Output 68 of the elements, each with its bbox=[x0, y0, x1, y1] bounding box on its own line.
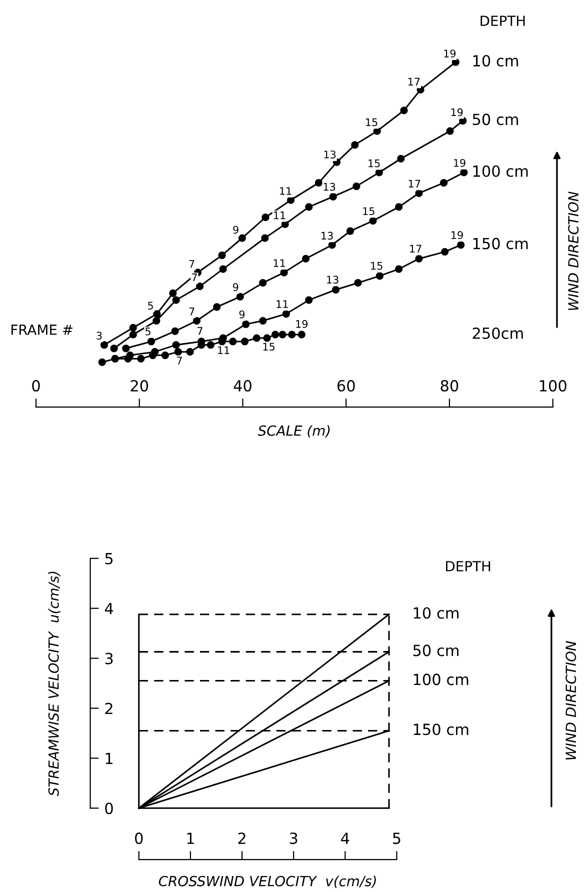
x-tick-label: 60 bbox=[337, 380, 355, 392]
text: WIND DIRECTION bbox=[568, 192, 579, 310]
annotation: 9 bbox=[233, 226, 238, 234]
annotation: 7 bbox=[189, 260, 194, 268]
y-tick-label: 5 bbox=[105, 553, 113, 564]
annotation: 13 bbox=[322, 232, 333, 240]
annotation: 3 bbox=[96, 332, 102, 340]
x-tick-label: 1 bbox=[187, 832, 194, 844]
annotation: 19 bbox=[452, 231, 463, 240]
annotation: 7 bbox=[189, 308, 194, 316]
annotation: 13 bbox=[324, 182, 336, 191]
text: WIND DIRECTION bbox=[566, 641, 576, 760]
x-axis-title: SCALE (m) bbox=[258, 425, 330, 438]
y-tick-label: 1 bbox=[106, 752, 112, 764]
series-label: 100 cm bbox=[414, 674, 468, 686]
x-tick-label: 2 bbox=[238, 832, 246, 844]
annotation: 13 bbox=[324, 150, 336, 158]
annotation: 17 bbox=[410, 244, 422, 252]
annotation: 11 bbox=[218, 346, 230, 354]
annotation: FRAME # bbox=[12, 324, 72, 335]
x-tick-label: 0 bbox=[135, 832, 143, 844]
text: DEPTH bbox=[480, 16, 525, 26]
series-label: 50 cm bbox=[413, 644, 458, 656]
x-tick-label: 4 bbox=[341, 832, 350, 844]
annotation: 13 bbox=[327, 276, 338, 284]
annotation: 7 bbox=[192, 273, 197, 282]
series-label: 10 cm bbox=[414, 607, 458, 619]
annotation: 11 bbox=[276, 300, 288, 308]
annotation: 7 bbox=[176, 356, 182, 364]
series-label: 150 cm bbox=[473, 238, 528, 250]
annotation: 15 bbox=[368, 160, 380, 168]
y-tick-label: 0 bbox=[105, 802, 113, 814]
y-tick-label: 2 bbox=[105, 702, 112, 714]
annotation: 5 bbox=[148, 302, 153, 310]
series-label: 50 cm bbox=[472, 114, 518, 126]
x-tick-label: 80 bbox=[440, 380, 458, 392]
text: DEPTH bbox=[446, 561, 490, 572]
annotation: 11 bbox=[280, 187, 292, 195]
annotation: 17 bbox=[408, 180, 420, 188]
annotation: 15 bbox=[363, 207, 374, 216]
annotation: 15 bbox=[371, 262, 382, 270]
x-tick-label: 40 bbox=[234, 380, 252, 392]
text: 250cm bbox=[472, 327, 523, 340]
series-label: 150 cm bbox=[414, 724, 468, 736]
annotation: 19 bbox=[454, 158, 466, 167]
x-axis-title: CROSSWIND VELOCITY v(cm/s) bbox=[158, 876, 376, 888]
annotation: 19 bbox=[296, 320, 308, 328]
annotation: 15 bbox=[263, 342, 275, 351]
annotation: 7 bbox=[198, 327, 202, 335]
annotation: 15 bbox=[366, 118, 378, 126]
x-tick-label: 0 bbox=[32, 380, 40, 392]
x-tick-label: 20 bbox=[130, 380, 148, 392]
annotation: 5 bbox=[146, 328, 150, 336]
annotation: 11 bbox=[274, 259, 285, 267]
annotation: 11 bbox=[274, 212, 286, 220]
annotation: 17 bbox=[408, 78, 420, 86]
series-label: 100 cm bbox=[473, 165, 528, 177]
x-tick-label: 100 bbox=[540, 380, 566, 392]
y-tick-label: 3 bbox=[105, 652, 113, 664]
annotation: 19 bbox=[444, 50, 456, 58]
x-tick-label: 5 bbox=[393, 832, 400, 844]
annotation: 19 bbox=[451, 108, 463, 116]
y-tick-label: 4 bbox=[104, 603, 114, 614]
series-label: 10 cm bbox=[473, 54, 518, 67]
x-tick-label: 3 bbox=[290, 832, 298, 844]
annotation: 9 bbox=[232, 283, 238, 292]
y-axis-title: STREAMWISE VELOCITY u(cm/s) bbox=[48, 572, 60, 796]
annotation: 9 bbox=[239, 310, 245, 318]
